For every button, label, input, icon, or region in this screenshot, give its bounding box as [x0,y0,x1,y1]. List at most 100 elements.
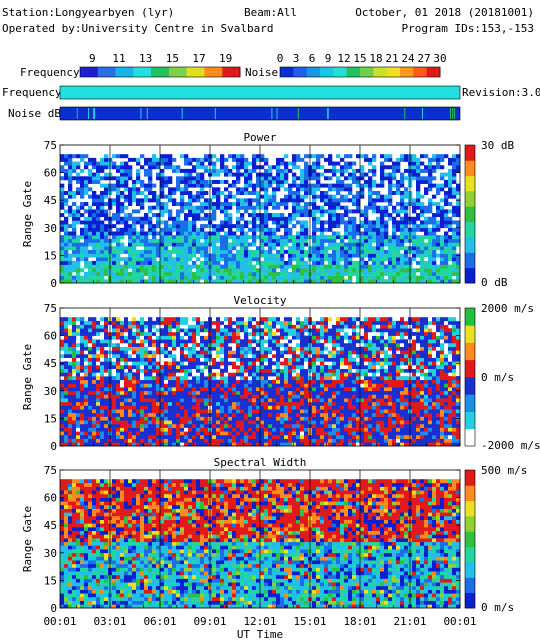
heatmap-cell [288,213,292,217]
heatmap-cell [244,187,248,191]
heatmap-cell [64,321,68,325]
heatmap-cell [444,202,448,206]
heatmap-cell [332,239,336,243]
heatmap-cell [164,435,168,439]
heatmap-cell [404,176,408,180]
heatmap-cell [228,391,232,395]
heatmap-cell [120,339,124,343]
heatmap-cell [68,387,72,391]
heatmap-cell [200,276,204,280]
heatmap-cell [260,409,264,413]
heatmap-cell [76,409,80,413]
heatmap-cell [168,268,172,272]
heatmap-cell [148,365,152,369]
heatmap-cell [148,343,152,347]
heatmap-cell [100,420,104,424]
heatmap-cell [372,265,376,269]
heatmap-cell [96,347,100,351]
heatmap-cell [300,424,304,428]
heatmap-cell [104,231,108,235]
heatmap-cell [116,365,120,369]
heatmap-cell [132,420,136,424]
heatmap-cell [188,158,192,162]
heatmap-cell [420,254,424,258]
heatmap-cell [232,394,236,398]
heatmap-cell [348,261,352,265]
heatmap-cell [76,272,80,276]
heatmap-cell [428,254,432,258]
noise-scale-swatch [427,67,441,77]
heatmap-cell [312,195,316,199]
heatmap-cell [88,228,92,232]
heatmap-cell [136,343,140,347]
heatmap-cell [84,402,88,406]
heatmap-cell [68,383,72,387]
heatmap-cell [236,321,240,325]
heatmap-cell [244,176,248,180]
heatmap-cell [164,165,168,169]
heatmap-cell [104,413,108,417]
heatmap-cell [60,235,64,239]
heatmap-cell [360,243,364,247]
heatmap-cell [392,265,396,269]
heatmap-cell [440,261,444,265]
heatmap-cell [128,231,132,235]
heatmap-cell [80,336,84,340]
heatmap-cell [452,243,456,247]
heatmap-cell [212,206,216,210]
heatmap-cell [220,439,224,443]
heatmap-cell [112,246,116,250]
heatmap-cell [124,336,128,340]
heatmap-cell [160,206,164,210]
heatmap-cell [136,321,140,325]
heatmap-cell [304,261,308,265]
heatmap-cell [384,176,388,180]
heatmap-cell [284,220,288,224]
heatmap-cell [232,254,236,258]
heatmap-cell [192,376,196,380]
heatmap-cell [284,198,288,202]
heatmap-cell [416,158,420,162]
heatmap-cell [244,272,248,276]
heatmap-cell [264,332,268,336]
heatmap-cell [224,246,228,250]
noise-strip-mark [182,108,183,119]
heatmap-cell [212,250,216,254]
heatmap-cell [164,272,168,276]
heatmap-cell [244,339,248,343]
heatmap-cell [344,261,348,265]
heatmap-cell [360,257,364,261]
heatmap-cell [280,257,284,261]
heatmap-cell [248,394,252,398]
heatmap-cell [384,250,388,254]
heatmap-cell [288,231,292,235]
heatmap-cell [252,420,256,424]
heatmap-cell [244,336,248,340]
heatmap-cell [192,239,196,243]
heatmap-cell [336,268,340,272]
heatmap-cell [100,383,104,387]
heatmap-cell [120,380,124,384]
heatmap-cell [344,198,348,202]
heatmap-cell [184,191,188,195]
heatmap-cell [96,343,100,347]
heatmap-cell [240,265,244,269]
heatmap-cell [236,228,240,232]
heatmap-cell [268,173,272,177]
heatmap-cell [188,402,192,406]
heatmap-cell [172,358,176,362]
heatmap-cell [444,235,448,239]
heatmap-cell [200,254,204,258]
heatmap-cell [292,173,296,177]
heatmap-cell [224,336,228,340]
heatmap-cell [316,246,320,250]
heatmap-cell [304,361,308,365]
heatmap-cell [104,162,108,166]
heatmap-cell [404,195,408,199]
heatmap-cell [296,383,300,387]
heatmap-cell [412,173,416,177]
heatmap-cell [192,406,196,410]
heatmap-cell [376,231,380,235]
heatmap-cell [236,191,240,195]
heatmap-cell [448,224,452,228]
